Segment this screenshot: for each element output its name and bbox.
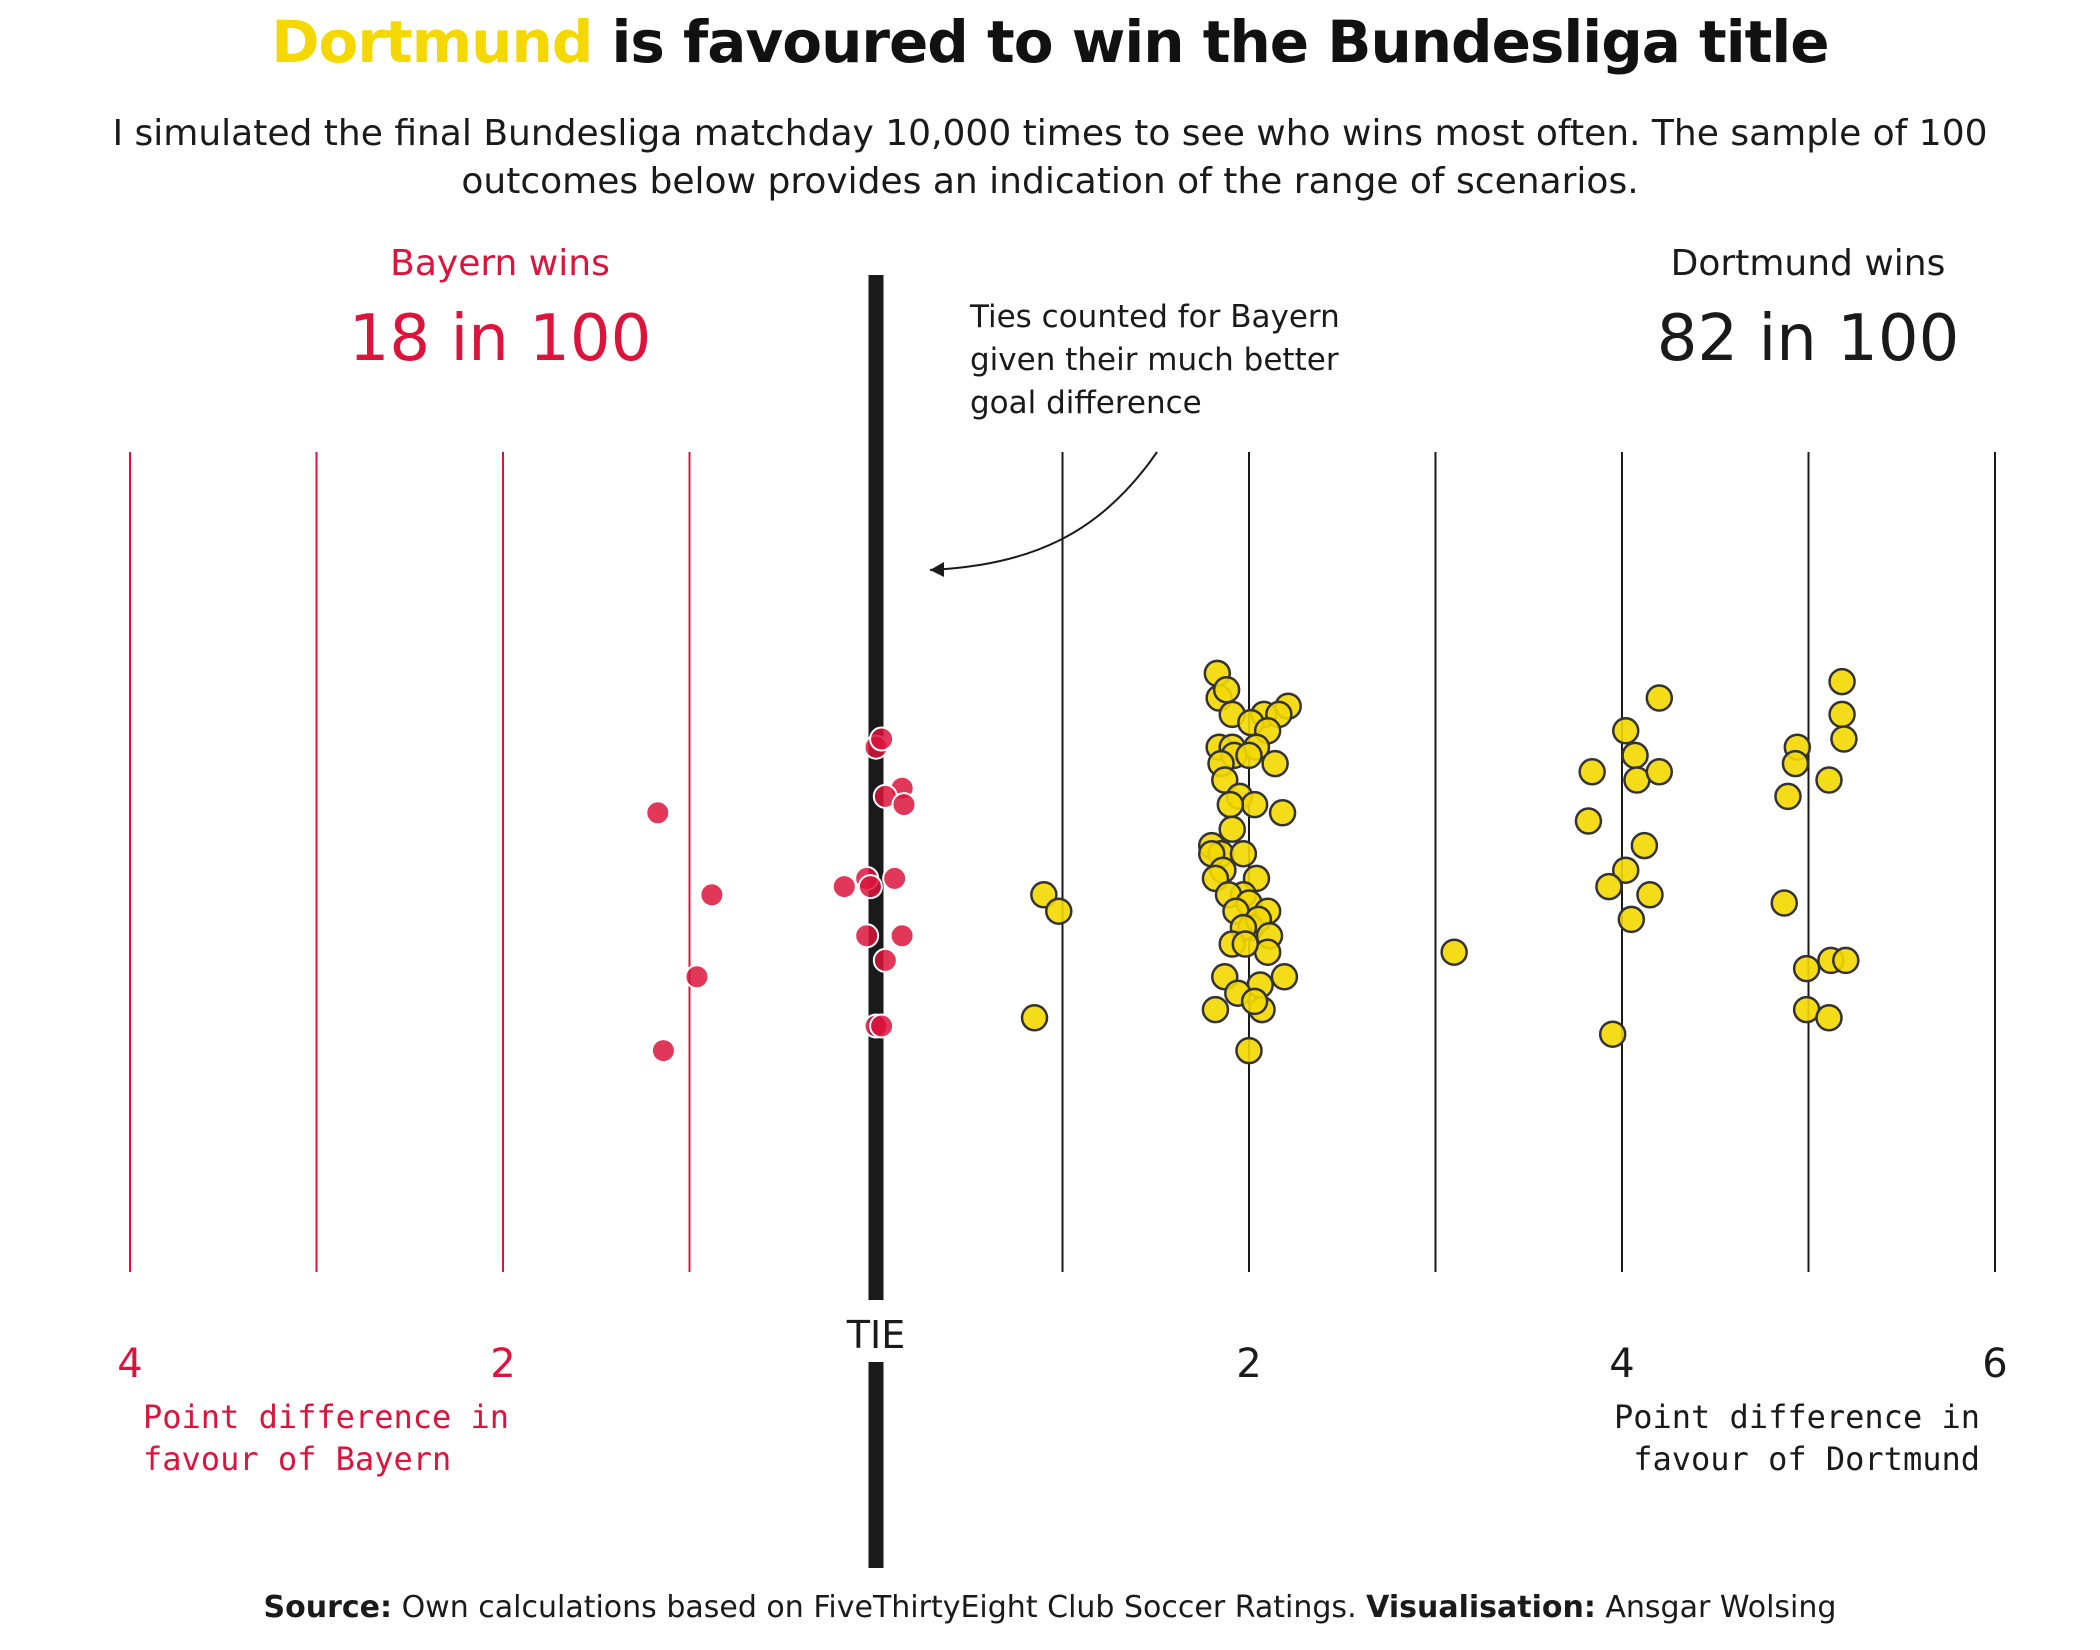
bayern-point — [854, 923, 880, 949]
chart-subtitle: I simulated the final Bundesliga matchda… — [112, 113, 1988, 202]
title-highlight: Dortmund — [271, 8, 593, 76]
dortmund-point — [1598, 1020, 1627, 1048]
annotation-line-3: goal difference — [970, 385, 1202, 421]
dortmund-point — [1770, 889, 1799, 917]
annotation-arrowhead — [930, 562, 944, 577]
data-points — [645, 659, 1860, 1065]
source-text: Own calculations based on FiveThirtyEigh… — [392, 1590, 1367, 1625]
x-tick-label: 4 — [1609, 1341, 1634, 1387]
bayern-axis-title-line-2: favour of Bayern — [143, 1440, 451, 1478]
dortmund-point — [1578, 758, 1606, 786]
dortmund-point — [1832, 946, 1860, 975]
annotation-arrow — [929, 451, 1158, 571]
dortmund-point — [1240, 987, 1269, 1016]
bayern-point — [869, 1013, 895, 1039]
bayern-point — [889, 923, 915, 949]
annotation-line-1: Ties counted for Bayern — [969, 299, 1340, 335]
dortmund-axis-title: Point difference in favour of Dortmund — [1614, 1398, 1980, 1478]
dortmund-point — [1645, 758, 1674, 786]
x-axis-ticks: 4 2 2 4 6 — [117, 1341, 2007, 1387]
x-tick-label: 4 — [117, 1341, 142, 1387]
dortmund-point — [1815, 766, 1843, 794]
annotation-line-2: given their much better — [970, 342, 1339, 378]
bayern-point — [831, 874, 857, 900]
dortmund-point — [1270, 963, 1299, 991]
bayern-point — [869, 726, 895, 752]
dortmund-axis-title-line-1: Point difference in — [1614, 1398, 1980, 1436]
dortmund-point — [1645, 684, 1674, 712]
dortmund-point — [1828, 667, 1856, 696]
dortmund-point — [1045, 897, 1073, 925]
bayern-point — [872, 947, 898, 973]
visualisation-label: Visualisation: — [1366, 1590, 1596, 1625]
dortmund-point — [1201, 995, 1230, 1024]
dortmund-point — [1617, 905, 1646, 934]
dortmund-point — [1574, 807, 1603, 835]
dortmund-point — [1216, 790, 1245, 819]
source-label: Source: — [263, 1590, 393, 1625]
dortmund-point — [1630, 831, 1659, 860]
bayern-point — [645, 800, 671, 826]
bayern-header: Bayern wins 18 in 100 — [349, 243, 652, 376]
dortmund-point — [1212, 676, 1241, 704]
dortmund-point — [1261, 749, 1289, 778]
dortmund-axis-title-line-2: favour of Dortmund — [1633, 1440, 1980, 1478]
dortmund-point — [1611, 717, 1640, 745]
chart-title: Dortmund is favoured to win the Bundesli… — [0, 8, 2100, 76]
title-rest: is favoured to win the Bundesliga title — [592, 8, 1829, 76]
dortmund-point — [1229, 840, 1258, 868]
dortmund-point — [1815, 1004, 1843, 1032]
dortmund-point — [1611, 856, 1640, 884]
dortmund-point — [1621, 741, 1649, 770]
bayern-point — [857, 874, 883, 900]
x-tick-label: 2 — [490, 1341, 515, 1387]
x-tick-label: 6 — [1982, 1341, 2007, 1387]
dortmund-point — [1636, 881, 1664, 909]
bayern-point — [650, 1038, 676, 1064]
annotation-group: Ties counted for Bayern given their much… — [929, 299, 1340, 577]
dortmund-point — [1268, 799, 1297, 827]
bayern-axis-title-line-1: Point difference in — [143, 1398, 509, 1436]
bayern-point — [891, 792, 917, 818]
dortmund-label: Dortmund wins — [1671, 243, 1946, 284]
x-tick-label: 2 — [1236, 1341, 1261, 1387]
dortmund-point — [1231, 930, 1260, 958]
bayern-axis-title: Point difference in favour of Bayern — [143, 1398, 509, 1478]
visualisation-text: Ansgar Wolsing — [1595, 1590, 1837, 1625]
dortmund-point — [1781, 749, 1810, 778]
bayern-count: 18 in 100 — [349, 302, 652, 376]
dortmund-point — [1235, 1036, 1263, 1065]
tie-label: TIE — [846, 1313, 905, 1357]
gridlines — [129, 452, 1996, 1272]
dortmund-point — [1240, 790, 1269, 819]
bayern-point — [882, 865, 908, 891]
dortmund-point — [1235, 741, 1263, 770]
bayern-point — [684, 964, 710, 990]
dortmund-count: 82 in 100 — [1657, 302, 1960, 376]
dortmund-point — [1828, 700, 1856, 729]
dortmund-point — [1774, 782, 1802, 811]
dortmund-point — [1020, 1004, 1049, 1032]
bayern-point — [699, 882, 725, 908]
dortmund-point — [1792, 954, 1821, 983]
bayern-label: Bayern wins — [390, 243, 610, 284]
dortmund-point — [1218, 815, 1246, 843]
footer: Source: Own calculations based on FiveTh… — [0, 1590, 2100, 1625]
dortmund-point — [1595, 872, 1623, 901]
dortmund-point — [1830, 725, 1858, 753]
dortmund-header: Dortmund wins 82 in 100 — [1657, 243, 1960, 376]
dortmund-point — [1440, 938, 1468, 966]
